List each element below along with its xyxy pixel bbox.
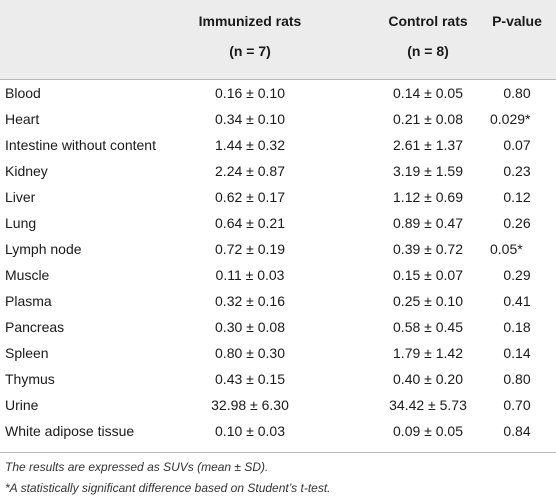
header-control-label: Control rats xyxy=(388,13,468,29)
tissue-cell: Kidney xyxy=(5,163,48,179)
pvalue-cell: 0.26 xyxy=(503,215,531,231)
control-cell: 34.42 ± 5.73 xyxy=(389,397,467,413)
immunized-cell: 0.80 ± 0.30 xyxy=(215,345,285,361)
tissue-cell: Pancreas xyxy=(5,319,65,335)
pvalue-cell: 0.07 xyxy=(503,137,531,153)
pvalue-cell: 0.14 xyxy=(503,345,531,361)
pvalue-cell: 0.18 xyxy=(503,319,531,335)
table-row: Liver 0.62 ± 0.17 1.12 ± 0.69 0.12 xyxy=(0,184,556,210)
table-row: Blood 0.16 ± 0.10 0.14 ± 0.05 0.80 xyxy=(0,80,556,106)
pvalue-cell: 0.84 xyxy=(503,423,531,439)
header-immunized-label: Immunized rats xyxy=(198,13,302,29)
immunized-cell: 0.32 ± 0.16 xyxy=(215,293,285,309)
immunized-cell: 0.72 ± 0.19 xyxy=(215,241,285,257)
table-row: Pancreas 0.30 ± 0.08 0.58 ± 0.45 0.18 xyxy=(0,314,556,340)
pvalue-cell: 0.80 xyxy=(503,371,531,387)
table-row: Spleen 0.80 ± 0.30 1.79 ± 1.42 0.14 xyxy=(0,340,556,366)
control-cell: 0.40 ± 0.20 xyxy=(393,371,463,387)
pvalue-cell: 0.80 xyxy=(503,85,531,101)
footnote-significance: *A statistically significant difference … xyxy=(5,481,331,495)
immunized-cell: 0.62 ± 0.17 xyxy=(215,189,285,205)
control-cell: 3.19 ± 1.59 xyxy=(393,163,463,179)
table-row: Thymus 0.43 ± 0.15 0.40 ± 0.20 0.80 xyxy=(0,366,556,392)
tissue-cell: Thymus xyxy=(5,371,55,387)
control-cell: 1.12 ± 0.69 xyxy=(393,189,463,205)
control-cell: 0.15 ± 0.07 xyxy=(393,267,463,283)
control-cell: 0.21 ± 0.08 xyxy=(393,111,463,127)
table-row: Muscle 0.11 ± 0.03 0.15 ± 0.07 0.29 xyxy=(0,262,556,288)
table-row: White adipose tissue 0.10 ± 0.03 0.09 ± 0.… xyxy=(0,418,556,444)
control-cell: 1.79 ± 1.42 xyxy=(393,345,463,361)
tissue-cell: Liver xyxy=(5,189,36,205)
immunized-cell: 0.64 ± 0.21 xyxy=(215,215,285,231)
tissue-cell: Muscle xyxy=(5,267,50,283)
header-control-n: (n = 8) xyxy=(407,43,449,59)
control-cell: 0.25 ± 0.10 xyxy=(393,293,463,309)
control-cell: 0.58 ± 0.45 xyxy=(393,319,463,335)
control-cell: 0.39 ± 0.72 xyxy=(393,241,463,257)
control-cell: 0.89 ± 0.47 xyxy=(393,215,463,231)
header-pvalue: P-value xyxy=(478,6,556,36)
table-row: Intestine without content 1.44 ± 0.32 2.61… xyxy=(0,132,556,158)
pvalue-cell: 0.29 xyxy=(503,267,531,283)
header-immunized-n: (n = 7) xyxy=(229,43,271,59)
control-cell: 0.09 ± 0.05 xyxy=(393,423,463,439)
immunized-cell: 0.34 ± 0.10 xyxy=(215,111,285,127)
control-cell: 0.14 ± 0.05 xyxy=(393,85,463,101)
pvalue-cell: 0.12 xyxy=(503,189,531,205)
header-control: Control rats (n = 8) xyxy=(358,6,498,66)
immunized-cell: 0.43 ± 0.15 xyxy=(215,371,285,387)
tissue-cell: Lymph node xyxy=(5,241,82,257)
immunized-cell: 2.24 ± 0.87 xyxy=(215,163,285,179)
tissue-cell: Heart xyxy=(5,111,40,127)
immunized-cell: 1.44 ± 0.32 xyxy=(215,137,285,153)
tissue-cell: White adipose tissue xyxy=(5,423,135,439)
pvalue-cell: 0.41 xyxy=(503,293,531,309)
header-immunized: Immunized rats (n = 7) xyxy=(180,6,320,66)
pvalue-cell: 0.70 xyxy=(503,397,531,413)
pvalue-cell: 0.23 xyxy=(503,163,531,179)
table-row: Urine 32.98 ± 6.30 34.42 ± 5.73 0.70 xyxy=(0,392,556,418)
table-row: Heart 0.34 ± 0.10 0.21 ± 0.08 0.029* xyxy=(0,106,556,132)
control-cell: 2.61 ± 1.37 xyxy=(393,137,463,153)
footnote-units: The results are expressed as SUVs (mean … xyxy=(5,460,269,474)
immunized-cell: 32.98 ± 6.30 xyxy=(211,397,289,413)
header-pvalue-label: P-value xyxy=(492,13,542,29)
tissue-cell: Urine xyxy=(5,397,39,413)
table-bottom-rule xyxy=(0,452,556,453)
table-header: Immunized rats (n = 7) Control rats (n =… xyxy=(0,0,556,80)
tissue-cell: Lung xyxy=(5,215,37,231)
table-row: Lung 0.64 ± 0.21 0.89 ± 0.47 0.26 xyxy=(0,210,556,236)
tissue-cell: Spleen xyxy=(5,345,49,361)
immunized-cell: 0.11 ± 0.03 xyxy=(215,267,285,283)
table-row: Lymph node 0.72 ± 0.19 0.39 ± 0.72 0.05* xyxy=(0,236,556,262)
immunized-cell: 0.30 ± 0.08 xyxy=(215,319,285,335)
table-row: Plasma 0.32 ± 0.16 0.25 ± 0.10 0.41 xyxy=(0,288,556,314)
immunized-cell: 0.16 ± 0.10 xyxy=(215,85,285,101)
tissue-cell: Intestine without content xyxy=(5,137,156,153)
immunized-cell: 0.10 ± 0.03 xyxy=(215,423,285,439)
tissue-cell: Blood xyxy=(5,85,41,101)
table-row: Kidney 2.24 ± 0.87 3.19 ± 1.59 0.23 xyxy=(0,158,556,184)
pvalue-cell: 0.029* xyxy=(490,111,531,127)
pvalue-cell: 0.05* xyxy=(490,241,523,257)
tissue-cell: Plasma xyxy=(5,293,52,309)
